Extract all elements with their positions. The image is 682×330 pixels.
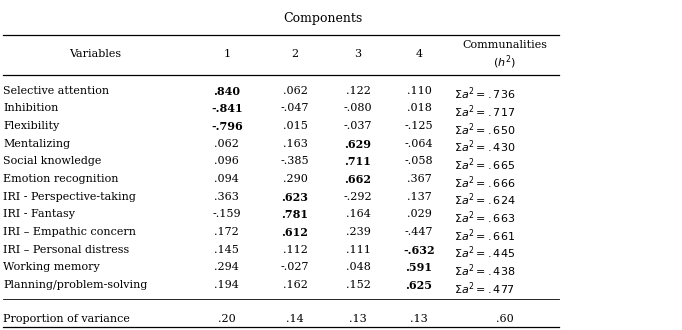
Text: .20: .20 bbox=[218, 314, 236, 323]
Text: .612: .612 bbox=[282, 227, 308, 238]
Text: IRI – Empathic concern: IRI – Empathic concern bbox=[3, 227, 136, 237]
Text: $\Sigma a^2 = .736$: $\Sigma a^2 = .736$ bbox=[454, 86, 515, 102]
Text: .110: .110 bbox=[406, 86, 432, 96]
Text: IRI - Perspective-taking: IRI - Perspective-taking bbox=[3, 192, 136, 202]
Text: 3: 3 bbox=[355, 50, 361, 59]
Text: .625: .625 bbox=[406, 280, 432, 291]
Text: 2: 2 bbox=[291, 50, 299, 59]
Text: 4: 4 bbox=[415, 50, 423, 59]
Text: .112: .112 bbox=[282, 245, 308, 255]
Text: -.385: -.385 bbox=[281, 156, 309, 166]
Text: .629: .629 bbox=[344, 139, 372, 150]
Text: .152: .152 bbox=[346, 280, 370, 290]
Text: .164: .164 bbox=[346, 210, 370, 219]
Text: $\Sigma a^2 = .717$: $\Sigma a^2 = .717$ bbox=[454, 104, 515, 120]
Text: .137: .137 bbox=[406, 192, 432, 202]
Text: -.292: -.292 bbox=[344, 192, 372, 202]
Text: IRI - Fantasy: IRI - Fantasy bbox=[3, 210, 76, 219]
Text: -.447: -.447 bbox=[405, 227, 433, 237]
Text: .662: .662 bbox=[344, 174, 372, 185]
Text: .623: .623 bbox=[282, 192, 308, 203]
Text: $\Sigma a^2 = .438$: $\Sigma a^2 = .438$ bbox=[454, 262, 515, 279]
Text: .163: .163 bbox=[282, 139, 308, 149]
Text: .172: .172 bbox=[214, 227, 239, 237]
Text: .290: .290 bbox=[282, 174, 308, 184]
Text: .591: .591 bbox=[406, 262, 432, 273]
Text: $\Sigma a^2 = .477$: $\Sigma a^2 = .477$ bbox=[454, 280, 514, 297]
Text: .096: .096 bbox=[214, 156, 239, 166]
Text: -.058: -.058 bbox=[405, 156, 433, 166]
Text: Proportion of variance: Proportion of variance bbox=[3, 314, 130, 323]
Text: .145: .145 bbox=[214, 245, 239, 255]
Text: -.064: -.064 bbox=[405, 139, 433, 149]
Text: .13: .13 bbox=[349, 314, 367, 323]
Text: .711: .711 bbox=[344, 156, 372, 167]
Text: Variables: Variables bbox=[70, 50, 121, 59]
Text: Flexibility: Flexibility bbox=[3, 121, 59, 131]
Text: .194: .194 bbox=[214, 280, 239, 290]
Text: -.125: -.125 bbox=[405, 121, 433, 131]
Text: -.037: -.037 bbox=[344, 121, 372, 131]
Text: .13: .13 bbox=[410, 314, 428, 323]
Text: -.841: -.841 bbox=[211, 104, 243, 115]
Text: .018: .018 bbox=[406, 104, 432, 114]
Text: -.047: -.047 bbox=[281, 104, 309, 114]
Text: $\Sigma a^2 = .650$: $\Sigma a^2 = .650$ bbox=[454, 121, 515, 138]
Text: $\Sigma a^2 = .430$: $\Sigma a^2 = .430$ bbox=[454, 139, 515, 155]
Text: Selective attention: Selective attention bbox=[3, 86, 110, 96]
Text: -.632: -.632 bbox=[403, 245, 435, 256]
Text: Components: Components bbox=[283, 12, 363, 24]
Text: -.159: -.159 bbox=[213, 210, 241, 219]
Text: .122: .122 bbox=[346, 86, 370, 96]
Text: .015: .015 bbox=[282, 121, 308, 131]
Text: .239: .239 bbox=[346, 227, 370, 237]
Text: $\Sigma a^2 = .624$: $\Sigma a^2 = .624$ bbox=[454, 192, 515, 208]
Text: $\Sigma a^2 = .663$: $\Sigma a^2 = .663$ bbox=[454, 210, 515, 226]
Text: IRI – Personal distress: IRI – Personal distress bbox=[3, 245, 130, 255]
Text: .840: .840 bbox=[213, 86, 240, 97]
Text: .162: .162 bbox=[282, 280, 308, 290]
Text: .062: .062 bbox=[214, 139, 239, 149]
Text: .048: .048 bbox=[346, 262, 370, 272]
Text: $\Sigma a^2 = .665$: $\Sigma a^2 = .665$ bbox=[454, 156, 515, 173]
Text: .294: .294 bbox=[214, 262, 239, 272]
Text: .367: .367 bbox=[406, 174, 432, 184]
Text: .363: .363 bbox=[214, 192, 239, 202]
Text: .062: .062 bbox=[282, 86, 308, 96]
Text: Communalities: Communalities bbox=[462, 40, 547, 50]
Text: $\Sigma a^2 = .661$: $\Sigma a^2 = .661$ bbox=[454, 227, 515, 244]
Text: $\Sigma a^2 = .445$: $\Sigma a^2 = .445$ bbox=[454, 245, 515, 261]
Text: .60: .60 bbox=[496, 314, 514, 323]
Text: Planning/problem-solving: Planning/problem-solving bbox=[3, 280, 148, 290]
Text: .094: .094 bbox=[214, 174, 239, 184]
Text: -.080: -.080 bbox=[344, 104, 372, 114]
Text: 1: 1 bbox=[223, 50, 231, 59]
Text: .14: .14 bbox=[286, 314, 304, 323]
Text: .029: .029 bbox=[406, 210, 432, 219]
Text: Working memory: Working memory bbox=[3, 262, 100, 272]
Text: Emotion recognition: Emotion recognition bbox=[3, 174, 119, 184]
Text: -.027: -.027 bbox=[281, 262, 309, 272]
Text: Mentalizing: Mentalizing bbox=[3, 139, 70, 149]
Text: Inhibition: Inhibition bbox=[3, 104, 59, 114]
Text: $(h^2)$: $(h^2)$ bbox=[493, 54, 516, 72]
Text: $\Sigma a^2 = .666$: $\Sigma a^2 = .666$ bbox=[454, 174, 515, 191]
Text: Social knowledge: Social knowledge bbox=[3, 156, 102, 166]
Text: .111: .111 bbox=[346, 245, 370, 255]
Text: -.796: -.796 bbox=[211, 121, 243, 132]
Text: .781: .781 bbox=[282, 210, 308, 220]
